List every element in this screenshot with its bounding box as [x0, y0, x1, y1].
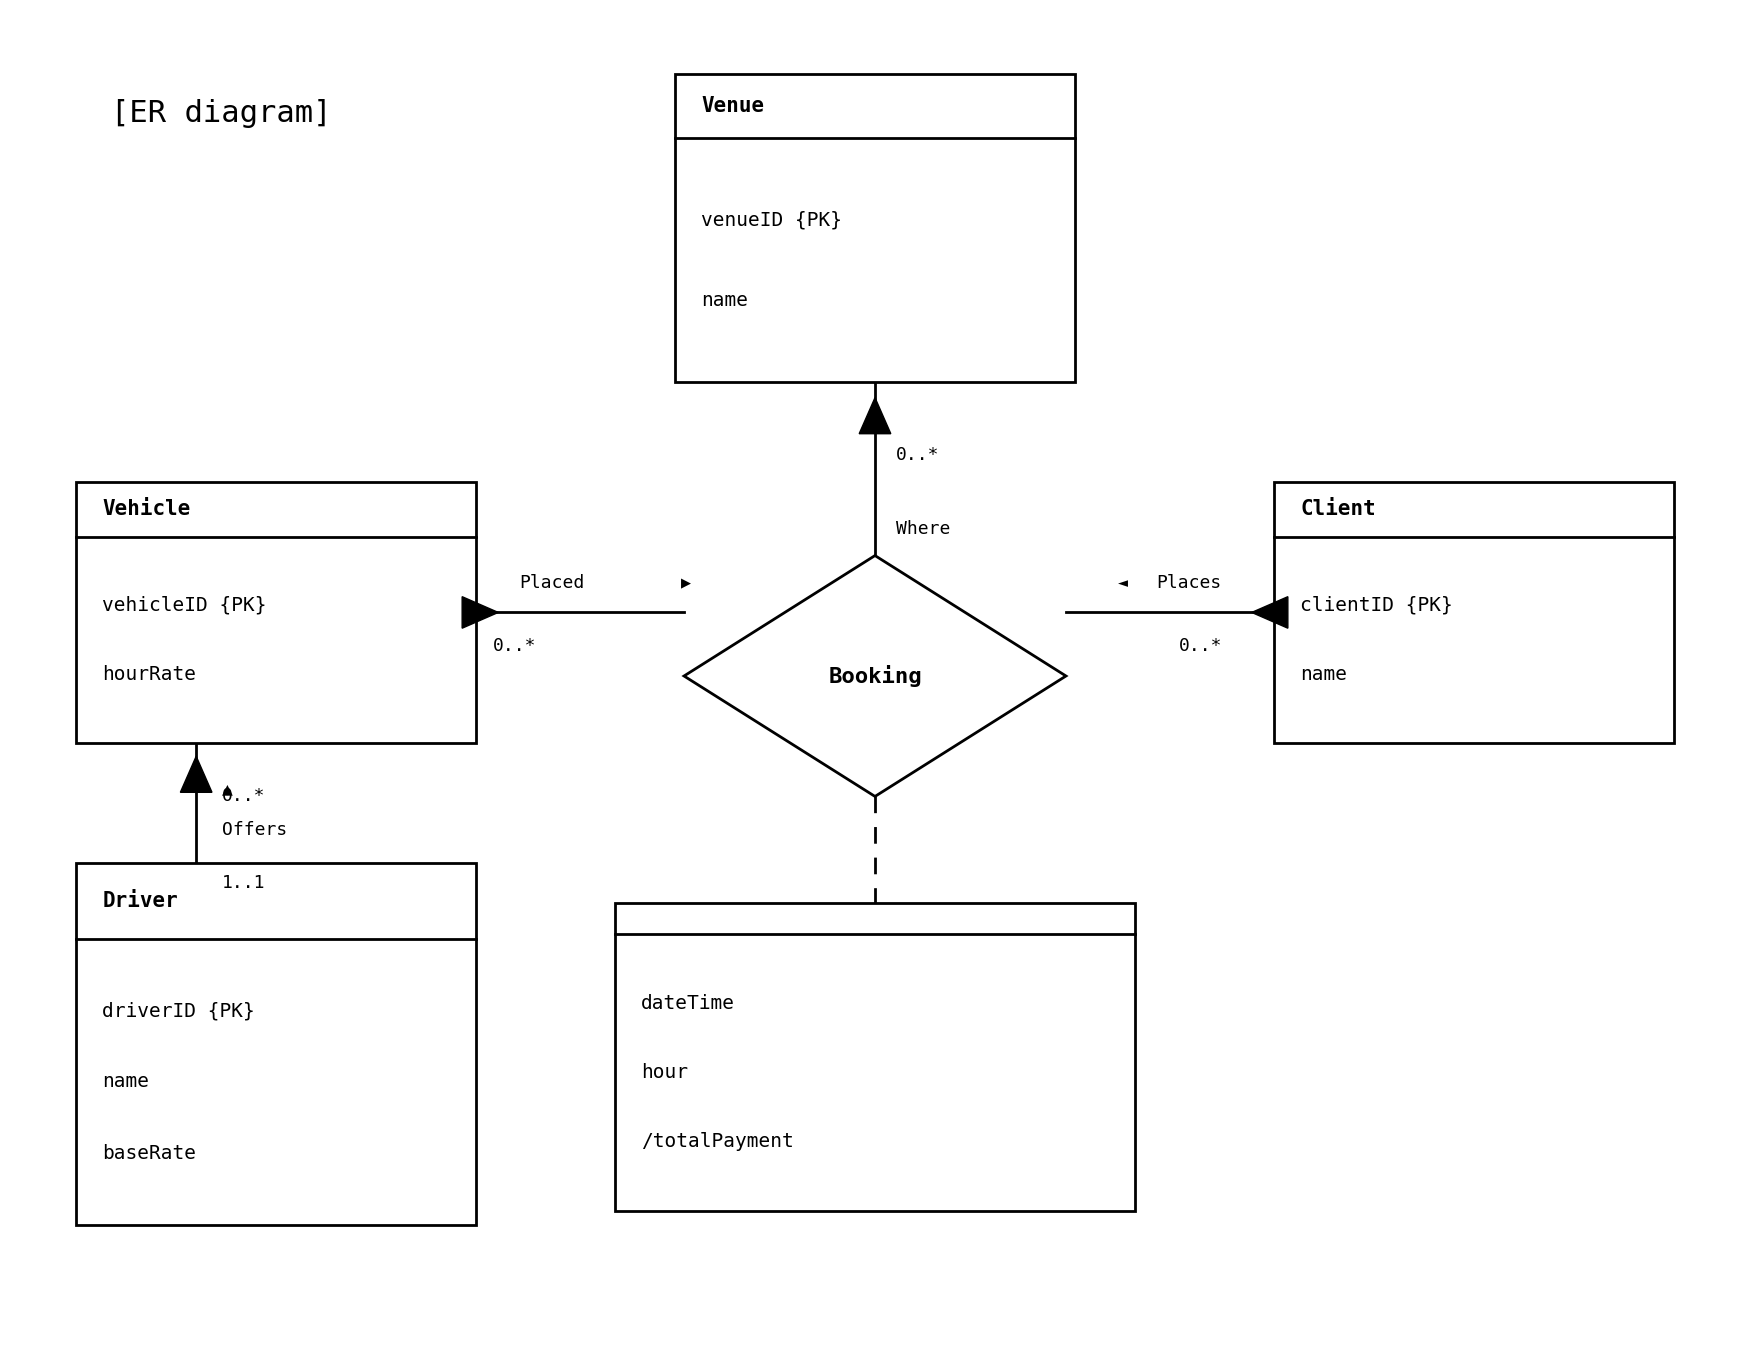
Text: name: name — [103, 1072, 149, 1091]
Polygon shape — [684, 556, 1066, 796]
Bar — [676, 74, 1074, 381]
Text: Client: Client — [1300, 499, 1376, 519]
Polygon shape — [1251, 596, 1288, 629]
Polygon shape — [859, 397, 891, 434]
Text: 0..*: 0..* — [896, 446, 940, 464]
Bar — [77, 864, 476, 1225]
Text: Booking: Booking — [828, 665, 922, 687]
Text: Driver: Driver — [103, 891, 178, 911]
Text: Venue: Venue — [702, 96, 765, 116]
Text: Vehicle: Vehicle — [103, 499, 191, 519]
Text: Where: Where — [896, 519, 950, 538]
Bar — [1274, 481, 1673, 742]
Text: 0..*: 0..* — [222, 787, 266, 806]
Text: 0..*: 0..* — [493, 637, 537, 654]
Text: Placed: Placed — [520, 575, 584, 592]
Text: Offers: Offers — [222, 821, 287, 838]
Text: name: name — [1300, 665, 1348, 684]
Text: dateTime: dateTime — [640, 994, 735, 1013]
Text: venueID {PK}: venueID {PK} — [702, 210, 842, 228]
Text: ▶: ▶ — [681, 575, 691, 592]
Bar — [614, 903, 1136, 1211]
Text: [ER diagram]: [ER diagram] — [110, 100, 331, 128]
Text: 1..1: 1..1 — [222, 875, 266, 892]
Text: clientID {PK}: clientID {PK} — [1300, 596, 1452, 615]
Text: 0..*: 0..* — [1180, 637, 1221, 654]
Text: ◄: ◄ — [1118, 575, 1129, 592]
Text: vehicleID {PK}: vehicleID {PK} — [103, 596, 268, 615]
Text: Places: Places — [1157, 575, 1221, 592]
Text: name: name — [702, 291, 749, 310]
Text: hour: hour — [640, 1063, 688, 1082]
Text: baseRate: baseRate — [103, 1144, 196, 1163]
Text: ▲: ▲ — [222, 780, 233, 799]
Polygon shape — [462, 596, 499, 629]
Polygon shape — [180, 756, 212, 792]
Text: /totalPayment: /totalPayment — [640, 1133, 793, 1152]
Text: driverID {PK}: driverID {PK} — [103, 1000, 256, 1019]
Text: hourRate: hourRate — [103, 665, 196, 684]
Bar — [77, 481, 476, 742]
